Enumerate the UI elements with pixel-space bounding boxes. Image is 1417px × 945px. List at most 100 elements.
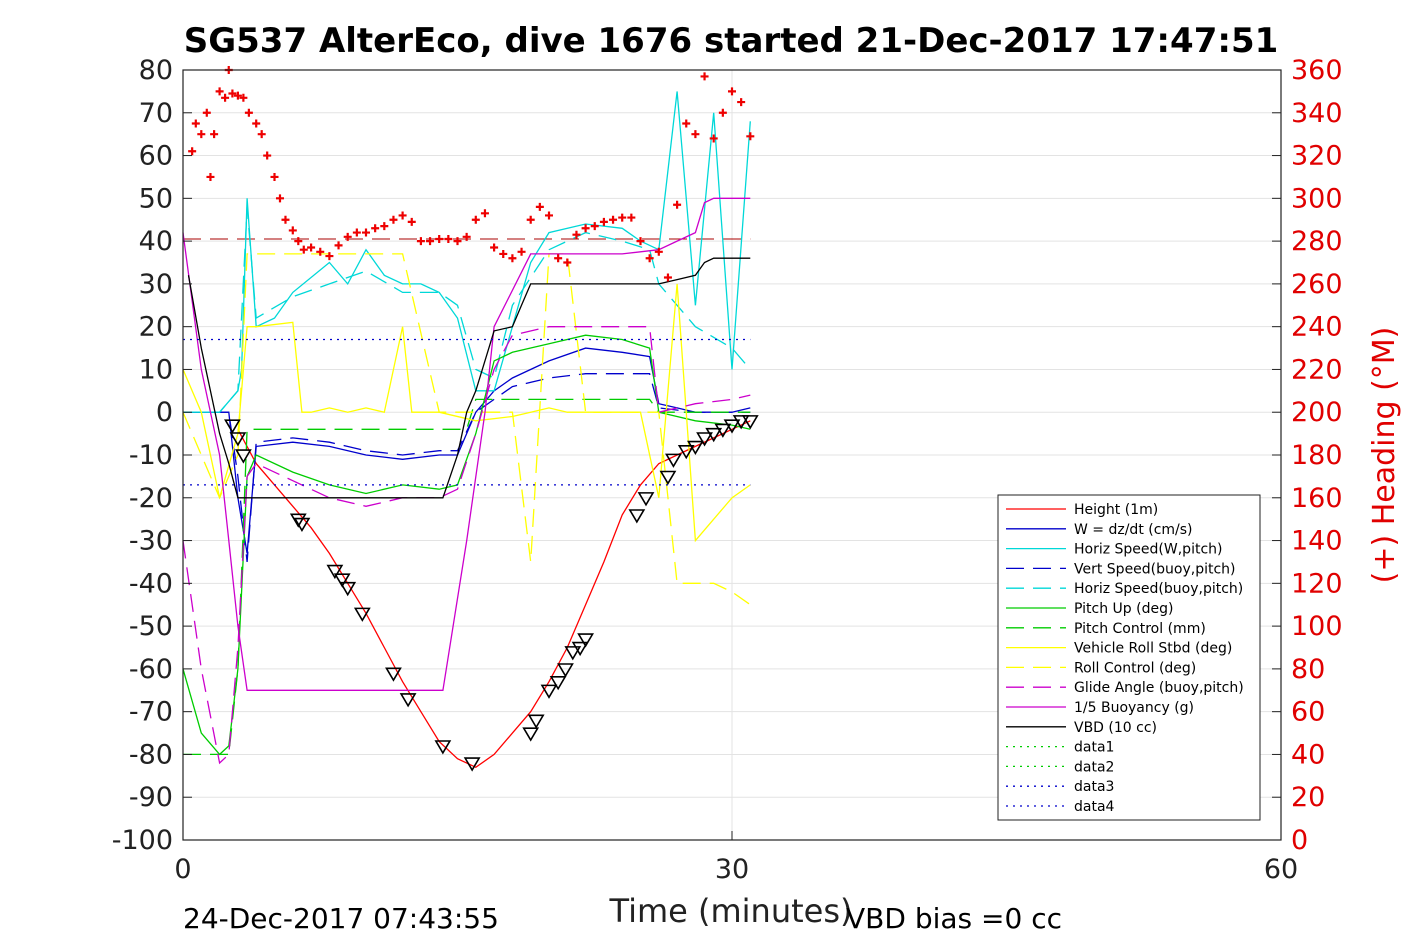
heading-marker (228, 89, 237, 98)
legend-entry: Horiz Speed(buoy,pitch) (1074, 581, 1243, 597)
heading-marker (700, 72, 709, 81)
heading-marker (316, 247, 325, 256)
right-tick-label: 100 (1291, 611, 1343, 642)
right-tick-label: 300 (1291, 183, 1343, 214)
right-tick-label: 20 (1291, 782, 1325, 813)
y-tick-label: -30 (129, 526, 173, 557)
legend-entry: Vert Speed(buoy,pitch) (1074, 561, 1236, 577)
y-tick-label: -10 (129, 440, 173, 471)
y-tick-label: -80 (129, 739, 173, 770)
glider-marker (353, 607, 371, 622)
right-tick-label: 240 (1291, 312, 1343, 343)
glider-marker (696, 432, 713, 447)
series-line (183, 91, 751, 413)
legend-entry: VBD (10 cc) (1074, 720, 1157, 736)
heading-marker (215, 87, 224, 96)
glider-marker (463, 757, 481, 772)
right-axis-label: (+) Heading (°M) (1367, 327, 1402, 584)
heading-marker (709, 134, 718, 143)
right-tick-label: 60 (1291, 697, 1325, 728)
glider-marker (333, 573, 351, 588)
y-tick-label: 0 (156, 397, 173, 428)
heading-marker (526, 215, 535, 224)
glider-marker (540, 684, 558, 699)
heading-marker (221, 93, 230, 102)
series-line (183, 398, 751, 756)
legend-entry: Height (1m) (1074, 502, 1158, 518)
series-line (182, 326, 751, 765)
heading-marker (535, 202, 544, 211)
glider-marker (687, 440, 704, 456)
glider-marker (677, 445, 695, 460)
glider-marker (293, 517, 311, 533)
heading-marker (191, 119, 200, 128)
y-tick-label: -70 (129, 697, 173, 728)
y-tick-label: 40 (139, 226, 173, 257)
heading-marker (682, 119, 691, 128)
glider-marker (665, 453, 682, 468)
heading-marker (691, 130, 700, 139)
series-line (187, 257, 751, 499)
y-tick-label: 70 (139, 98, 173, 129)
right-tick-label: 180 (1291, 440, 1343, 471)
legend-entry: W = dz/dt (cm/s) (1074, 522, 1193, 538)
right-tick-label: 260 (1291, 269, 1343, 300)
y-tick-label: -20 (129, 483, 173, 514)
heading-marker (627, 213, 636, 222)
heading-marker (737, 98, 746, 107)
legend-entry: Horiz Speed(W,pitch) (1074, 542, 1222, 558)
glider-marker (637, 492, 655, 507)
y-tick-label: 30 (139, 269, 173, 300)
heading-marker (554, 254, 563, 263)
glider-marker (229, 432, 247, 447)
y-tick-label: -100 (112, 825, 173, 856)
heading-marker (206, 172, 215, 181)
legend-entry: data4 (1074, 799, 1115, 815)
footer-vbd-bias: VBD bias =0 cc (846, 902, 1062, 935)
series-line (183, 373, 751, 562)
y-tick-label: 50 (139, 183, 173, 214)
right-tick-label: 140 (1291, 526, 1343, 557)
heading-marker (371, 224, 380, 233)
heading-marker (210, 130, 219, 139)
y-tick-label: 80 (139, 55, 173, 86)
series-line (182, 197, 751, 691)
heading-marker (581, 224, 590, 233)
right-tick-label: 0 (1291, 825, 1308, 856)
legend-entry: 1/5 Buoyancy (g) (1074, 700, 1194, 716)
legend-entry: data2 (1074, 759, 1114, 775)
legend-entry: data3 (1074, 779, 1114, 795)
right-tick-label: 280 (1291, 226, 1343, 257)
heading-marker (257, 130, 266, 139)
glider-marker (659, 470, 677, 485)
y-tick-label: -40 (129, 568, 173, 599)
heading-marker (490, 243, 499, 252)
right-tick-label: 320 (1291, 141, 1343, 172)
heading-marker (609, 215, 618, 224)
glider-marker (326, 564, 344, 580)
glider-marker (224, 419, 241, 434)
legend-entry: Vehicle Roll Stbd (deg) (1074, 641, 1232, 657)
heading-marker (426, 237, 435, 246)
glider-marker (741, 415, 759, 430)
glider-marker (705, 427, 723, 443)
heading-marker (746, 132, 755, 141)
legend-entry: data1 (1074, 740, 1114, 756)
legend-entry: Glide Angle (buoy,pitch) (1074, 680, 1244, 696)
heading-marker (471, 215, 480, 224)
y-tick-label: 10 (139, 354, 173, 385)
right-tick-label: 340 (1291, 98, 1343, 129)
heading-marker (618, 213, 627, 222)
glider-marker (289, 513, 307, 528)
right-tick-label: 220 (1291, 354, 1343, 385)
right-tick-label: 80 (1291, 654, 1325, 685)
glider-marker (732, 415, 750, 430)
heading-marker (343, 232, 352, 241)
heading-marker (444, 234, 453, 243)
y-tick-label: 20 (139, 312, 173, 343)
glider-marker (577, 633, 594, 648)
heading-marker (673, 200, 682, 209)
y-tick-label: 60 (139, 141, 173, 172)
tick-layer: 80706050403020100-10-20-30-40-50-60-70-8… (112, 55, 1343, 885)
